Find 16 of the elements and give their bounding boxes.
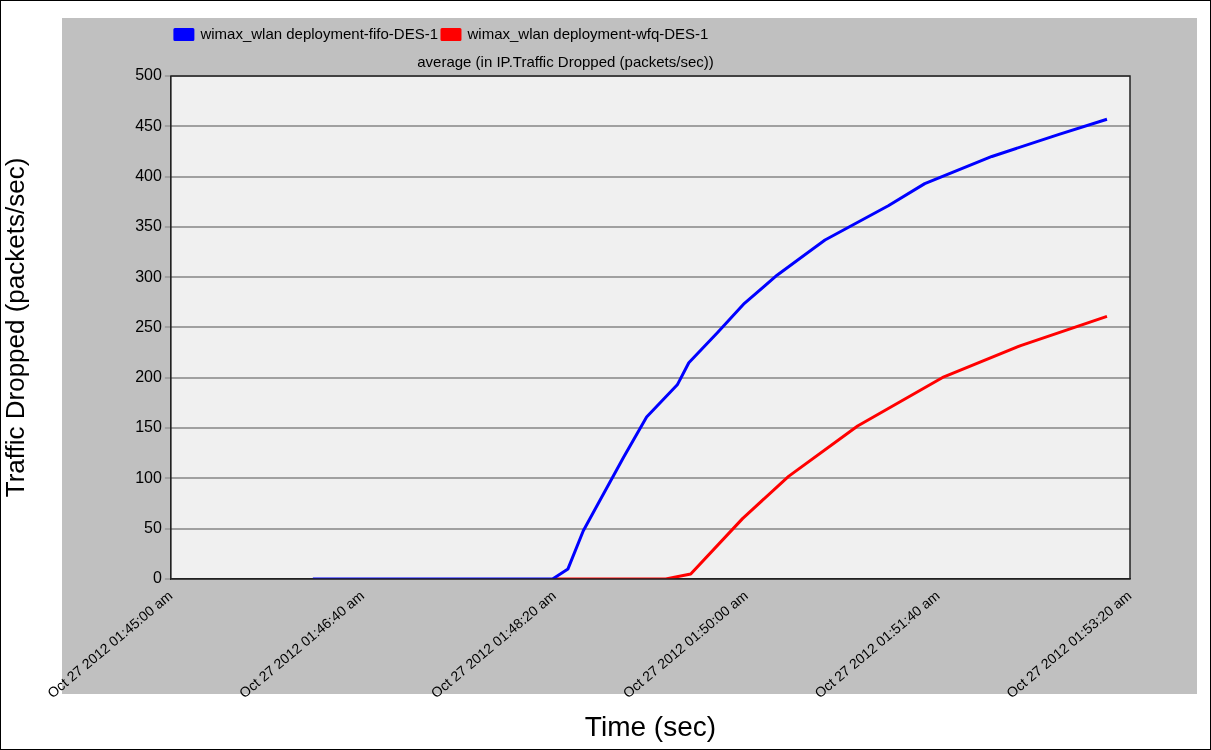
y-tick-label: 500 xyxy=(135,66,162,84)
y-tick-label: 200 xyxy=(135,368,162,386)
legend-label: wimax_wlan deployment-wfq-DES-1 xyxy=(466,24,709,42)
y-axis-title: Traffic Dropped (packets/sec) xyxy=(0,157,30,498)
y-tick-label: 50 xyxy=(144,519,162,537)
y-tick-label: 150 xyxy=(135,418,162,436)
y-tick-label: 300 xyxy=(135,267,162,285)
y-tick-label: 450 xyxy=(135,116,162,134)
y-tick-label: 100 xyxy=(135,468,162,486)
legend-label: wimax_wlan deployment-fifo-DES-1 xyxy=(199,24,438,42)
x-axis-title: Time (sec) xyxy=(584,710,717,742)
y-tick-label: 350 xyxy=(135,217,162,235)
y-tick-label: 0 xyxy=(152,569,162,587)
y-tick-label: 400 xyxy=(135,167,162,184)
y-tick-label: 250 xyxy=(135,317,162,335)
chart-title: average (in IP.Traffic Dropped (packets/sec)) xyxy=(417,53,714,71)
